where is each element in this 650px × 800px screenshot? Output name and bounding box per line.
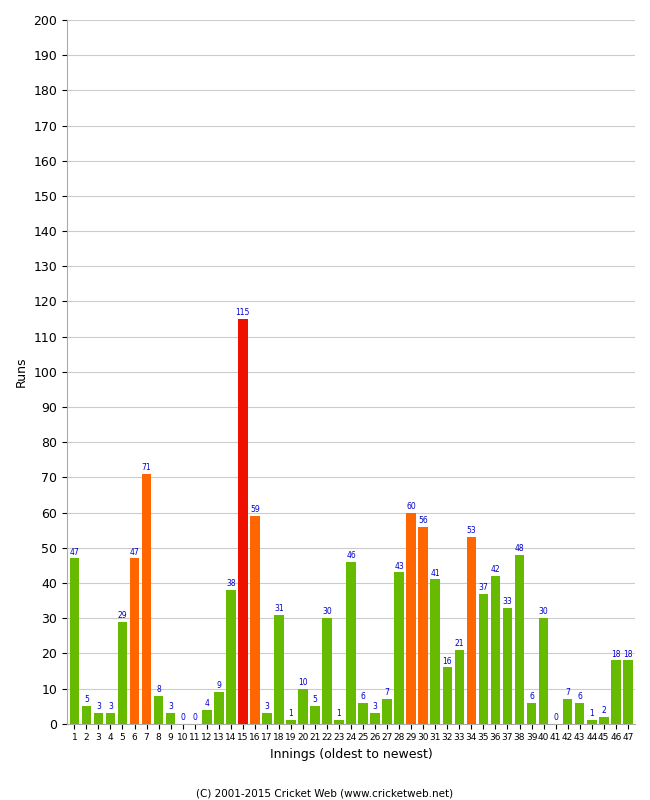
Text: 38: 38 (226, 579, 235, 588)
Text: 1: 1 (590, 710, 594, 718)
Text: 18: 18 (623, 650, 632, 658)
Bar (202, 710, 211, 724)
Text: 4: 4 (204, 699, 209, 708)
Text: 21: 21 (454, 639, 464, 648)
Bar (563, 699, 573, 724)
Text: 1: 1 (337, 710, 341, 718)
Bar (346, 562, 356, 724)
Text: 60: 60 (406, 502, 416, 511)
Bar (539, 618, 549, 724)
Text: 47: 47 (129, 547, 139, 557)
Text: 8: 8 (156, 685, 161, 694)
Text: 3: 3 (96, 702, 101, 711)
X-axis label: Innings (oldest to newest): Innings (oldest to newest) (270, 748, 432, 761)
Bar (430, 579, 440, 724)
Text: 48: 48 (515, 544, 525, 553)
Text: 9: 9 (216, 682, 221, 690)
Bar (395, 573, 404, 724)
Bar (130, 558, 139, 724)
Text: 53: 53 (467, 526, 476, 535)
Text: 29: 29 (118, 611, 127, 620)
Text: 47: 47 (70, 547, 79, 557)
Text: 5: 5 (84, 695, 89, 704)
Bar (286, 720, 296, 724)
Bar (250, 516, 259, 724)
Text: 115: 115 (235, 308, 250, 318)
Bar (358, 702, 368, 724)
Text: 3: 3 (168, 702, 173, 711)
Bar (298, 689, 307, 724)
Text: 7: 7 (566, 688, 570, 698)
Bar (82, 706, 91, 724)
Text: (C) 2001-2015 Cricket Web (www.cricketweb.net): (C) 2001-2015 Cricket Web (www.cricketwe… (196, 788, 454, 798)
Y-axis label: Runs: Runs (15, 357, 28, 387)
Bar (587, 720, 597, 724)
Bar (238, 319, 248, 724)
Bar (406, 513, 416, 724)
Text: 30: 30 (539, 607, 549, 617)
Text: 0: 0 (180, 713, 185, 722)
Text: 3: 3 (265, 702, 269, 711)
Text: 0: 0 (192, 713, 197, 722)
Bar (611, 660, 621, 724)
Bar (106, 713, 115, 724)
Text: 6: 6 (529, 692, 534, 701)
Bar (382, 699, 392, 724)
Bar (118, 622, 127, 724)
Bar (526, 702, 536, 724)
Text: 42: 42 (491, 565, 500, 574)
Bar (478, 594, 488, 724)
Text: 10: 10 (298, 678, 307, 686)
Bar (370, 713, 380, 724)
Bar (491, 576, 500, 724)
Bar (334, 720, 344, 724)
Bar (70, 558, 79, 724)
Bar (454, 650, 464, 724)
Bar (575, 702, 584, 724)
Text: 71: 71 (142, 463, 151, 472)
Text: 2: 2 (601, 706, 606, 715)
Text: 3: 3 (372, 702, 378, 711)
Bar (502, 608, 512, 724)
Bar (467, 538, 476, 724)
Bar (623, 660, 632, 724)
Bar (515, 555, 525, 724)
Text: 31: 31 (274, 604, 283, 613)
Text: 30: 30 (322, 607, 332, 617)
Bar (154, 695, 163, 724)
Text: 6: 6 (361, 692, 365, 701)
Text: 41: 41 (430, 569, 440, 578)
Bar (419, 526, 428, 724)
Text: 6: 6 (577, 692, 582, 701)
Text: 59: 59 (250, 506, 260, 514)
Text: 37: 37 (478, 582, 488, 592)
Text: 43: 43 (395, 562, 404, 570)
Bar (214, 692, 224, 724)
Bar (310, 706, 320, 724)
Text: 18: 18 (611, 650, 621, 658)
Text: 33: 33 (502, 597, 512, 606)
Text: 1: 1 (289, 710, 293, 718)
Text: 0: 0 (553, 713, 558, 722)
Bar (262, 713, 272, 724)
Bar (443, 667, 452, 724)
Bar (599, 717, 608, 724)
Text: 7: 7 (385, 688, 389, 698)
Text: 16: 16 (443, 657, 452, 666)
Bar (94, 713, 103, 724)
Bar (322, 618, 332, 724)
Bar (166, 713, 176, 724)
Text: 56: 56 (419, 516, 428, 525)
Text: 46: 46 (346, 551, 356, 560)
Bar (142, 474, 151, 724)
Bar (274, 614, 283, 724)
Bar (226, 590, 235, 724)
Text: 3: 3 (108, 702, 113, 711)
Text: 5: 5 (313, 695, 317, 704)
